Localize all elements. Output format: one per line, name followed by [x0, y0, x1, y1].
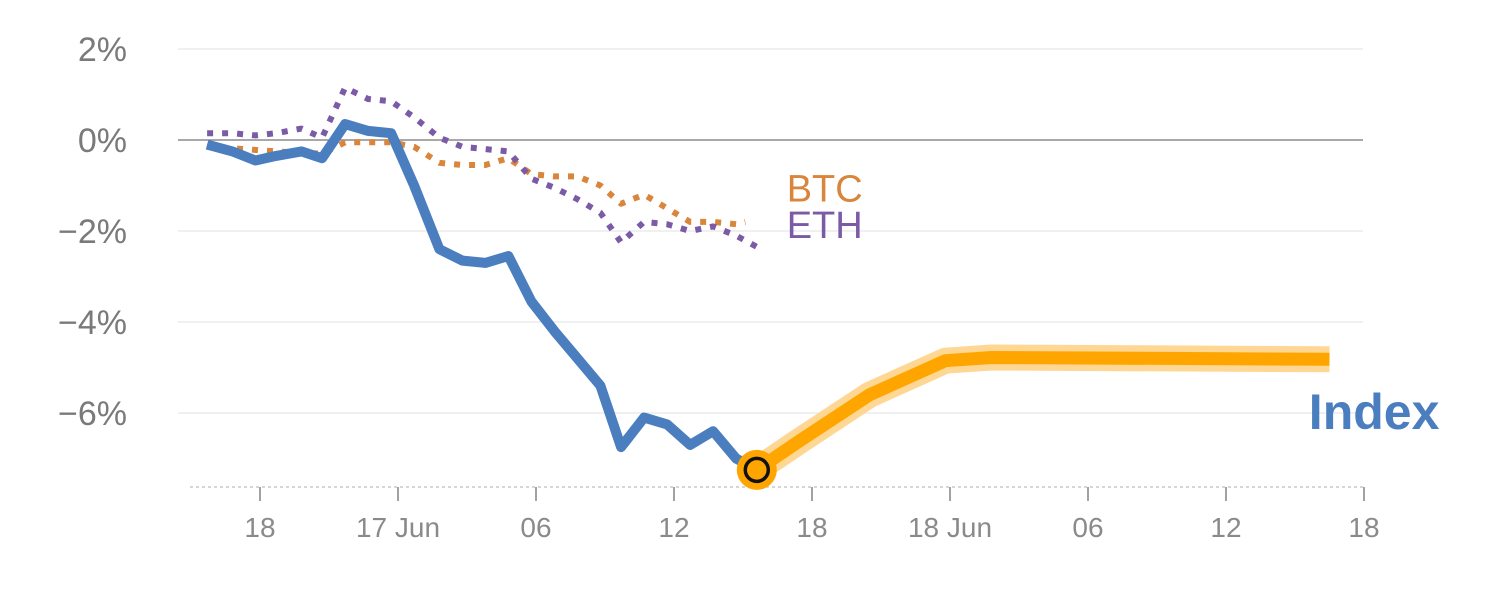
x-tick-label: 18 — [796, 512, 827, 543]
x-tick-label: 06 — [520, 512, 551, 543]
x-tick-label: 18 Jun — [908, 512, 992, 543]
projection-line — [753, 351, 1330, 476]
y-axis-ticks: 2% 0% −2% −4% −6% — [58, 31, 127, 433]
x-tick-label: 18 — [244, 512, 275, 543]
x-tick-label: 06 — [1072, 512, 1103, 543]
x-tick-label: 18 — [1348, 512, 1379, 543]
gridlines — [178, 48, 1363, 414]
series-label-eth: ETH — [787, 205, 863, 247]
y-tick-label: −6% — [58, 395, 127, 433]
y-tick-label: −2% — [58, 213, 127, 251]
x-tick-label: 17 Jun — [356, 512, 440, 543]
series-label-index: Index — [1309, 384, 1440, 440]
y-tick-label: 2% — [78, 31, 127, 69]
y-tick-label: 0% — [78, 122, 127, 160]
marker-dot — [743, 456, 771, 484]
y-tick-label: −4% — [58, 304, 127, 342]
series-line-index — [205, 119, 760, 475]
x-axis: 18 17 Jun 06 12 18 18 Jun 06 12 18 — [190, 486, 1380, 543]
series-label-btc: BTC — [787, 168, 863, 210]
end-marker — [736, 449, 777, 490]
x-tick-label: 12 — [658, 512, 689, 543]
series-line-eth — [207, 84, 759, 250]
x-tick-label: 12 — [1210, 512, 1241, 543]
series-labels: BTC ETH Index — [787, 168, 1440, 440]
series-lines — [205, 84, 1330, 481]
